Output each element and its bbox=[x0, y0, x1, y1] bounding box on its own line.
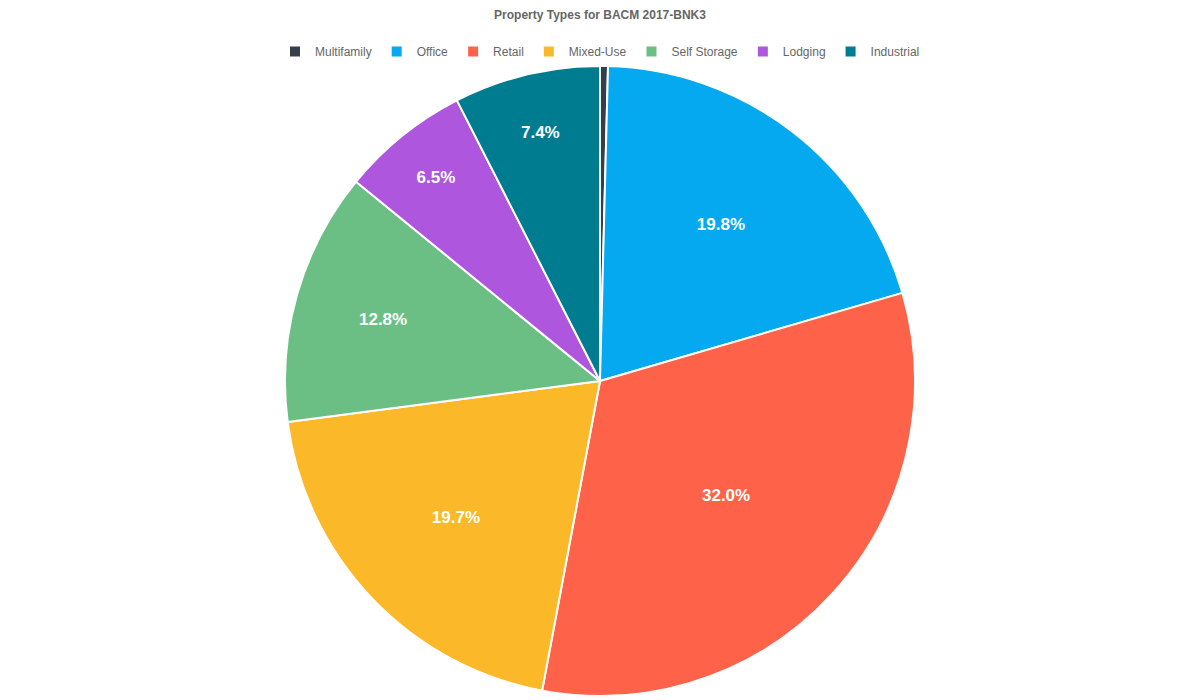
svg-text:32.0%: 32.0% bbox=[702, 486, 750, 505]
svg-text:Mixed-Use: Mixed-Use bbox=[569, 45, 627, 59]
svg-text:19.8%: 19.8% bbox=[697, 215, 745, 234]
svg-text:19.7%: 19.7% bbox=[432, 508, 480, 527]
svg-text:Office: Office bbox=[417, 45, 448, 59]
svg-text:Retail: Retail bbox=[493, 45, 524, 59]
svg-text:6.5%: 6.5% bbox=[417, 168, 456, 187]
svg-text:Lodging: Lodging bbox=[783, 45, 826, 59]
svg-text:7.4%: 7.4% bbox=[521, 123, 560, 142]
svg-text:12.8%: 12.8% bbox=[359, 310, 407, 329]
svg-text:Industrial: Industrial bbox=[871, 45, 920, 59]
svg-text:Property Types for BACM 2017-B: Property Types for BACM 2017-BNK3 bbox=[494, 8, 706, 22]
svg-text:Self Storage: Self Storage bbox=[671, 45, 737, 59]
svg-text:Multifamily: Multifamily bbox=[315, 45, 372, 59]
